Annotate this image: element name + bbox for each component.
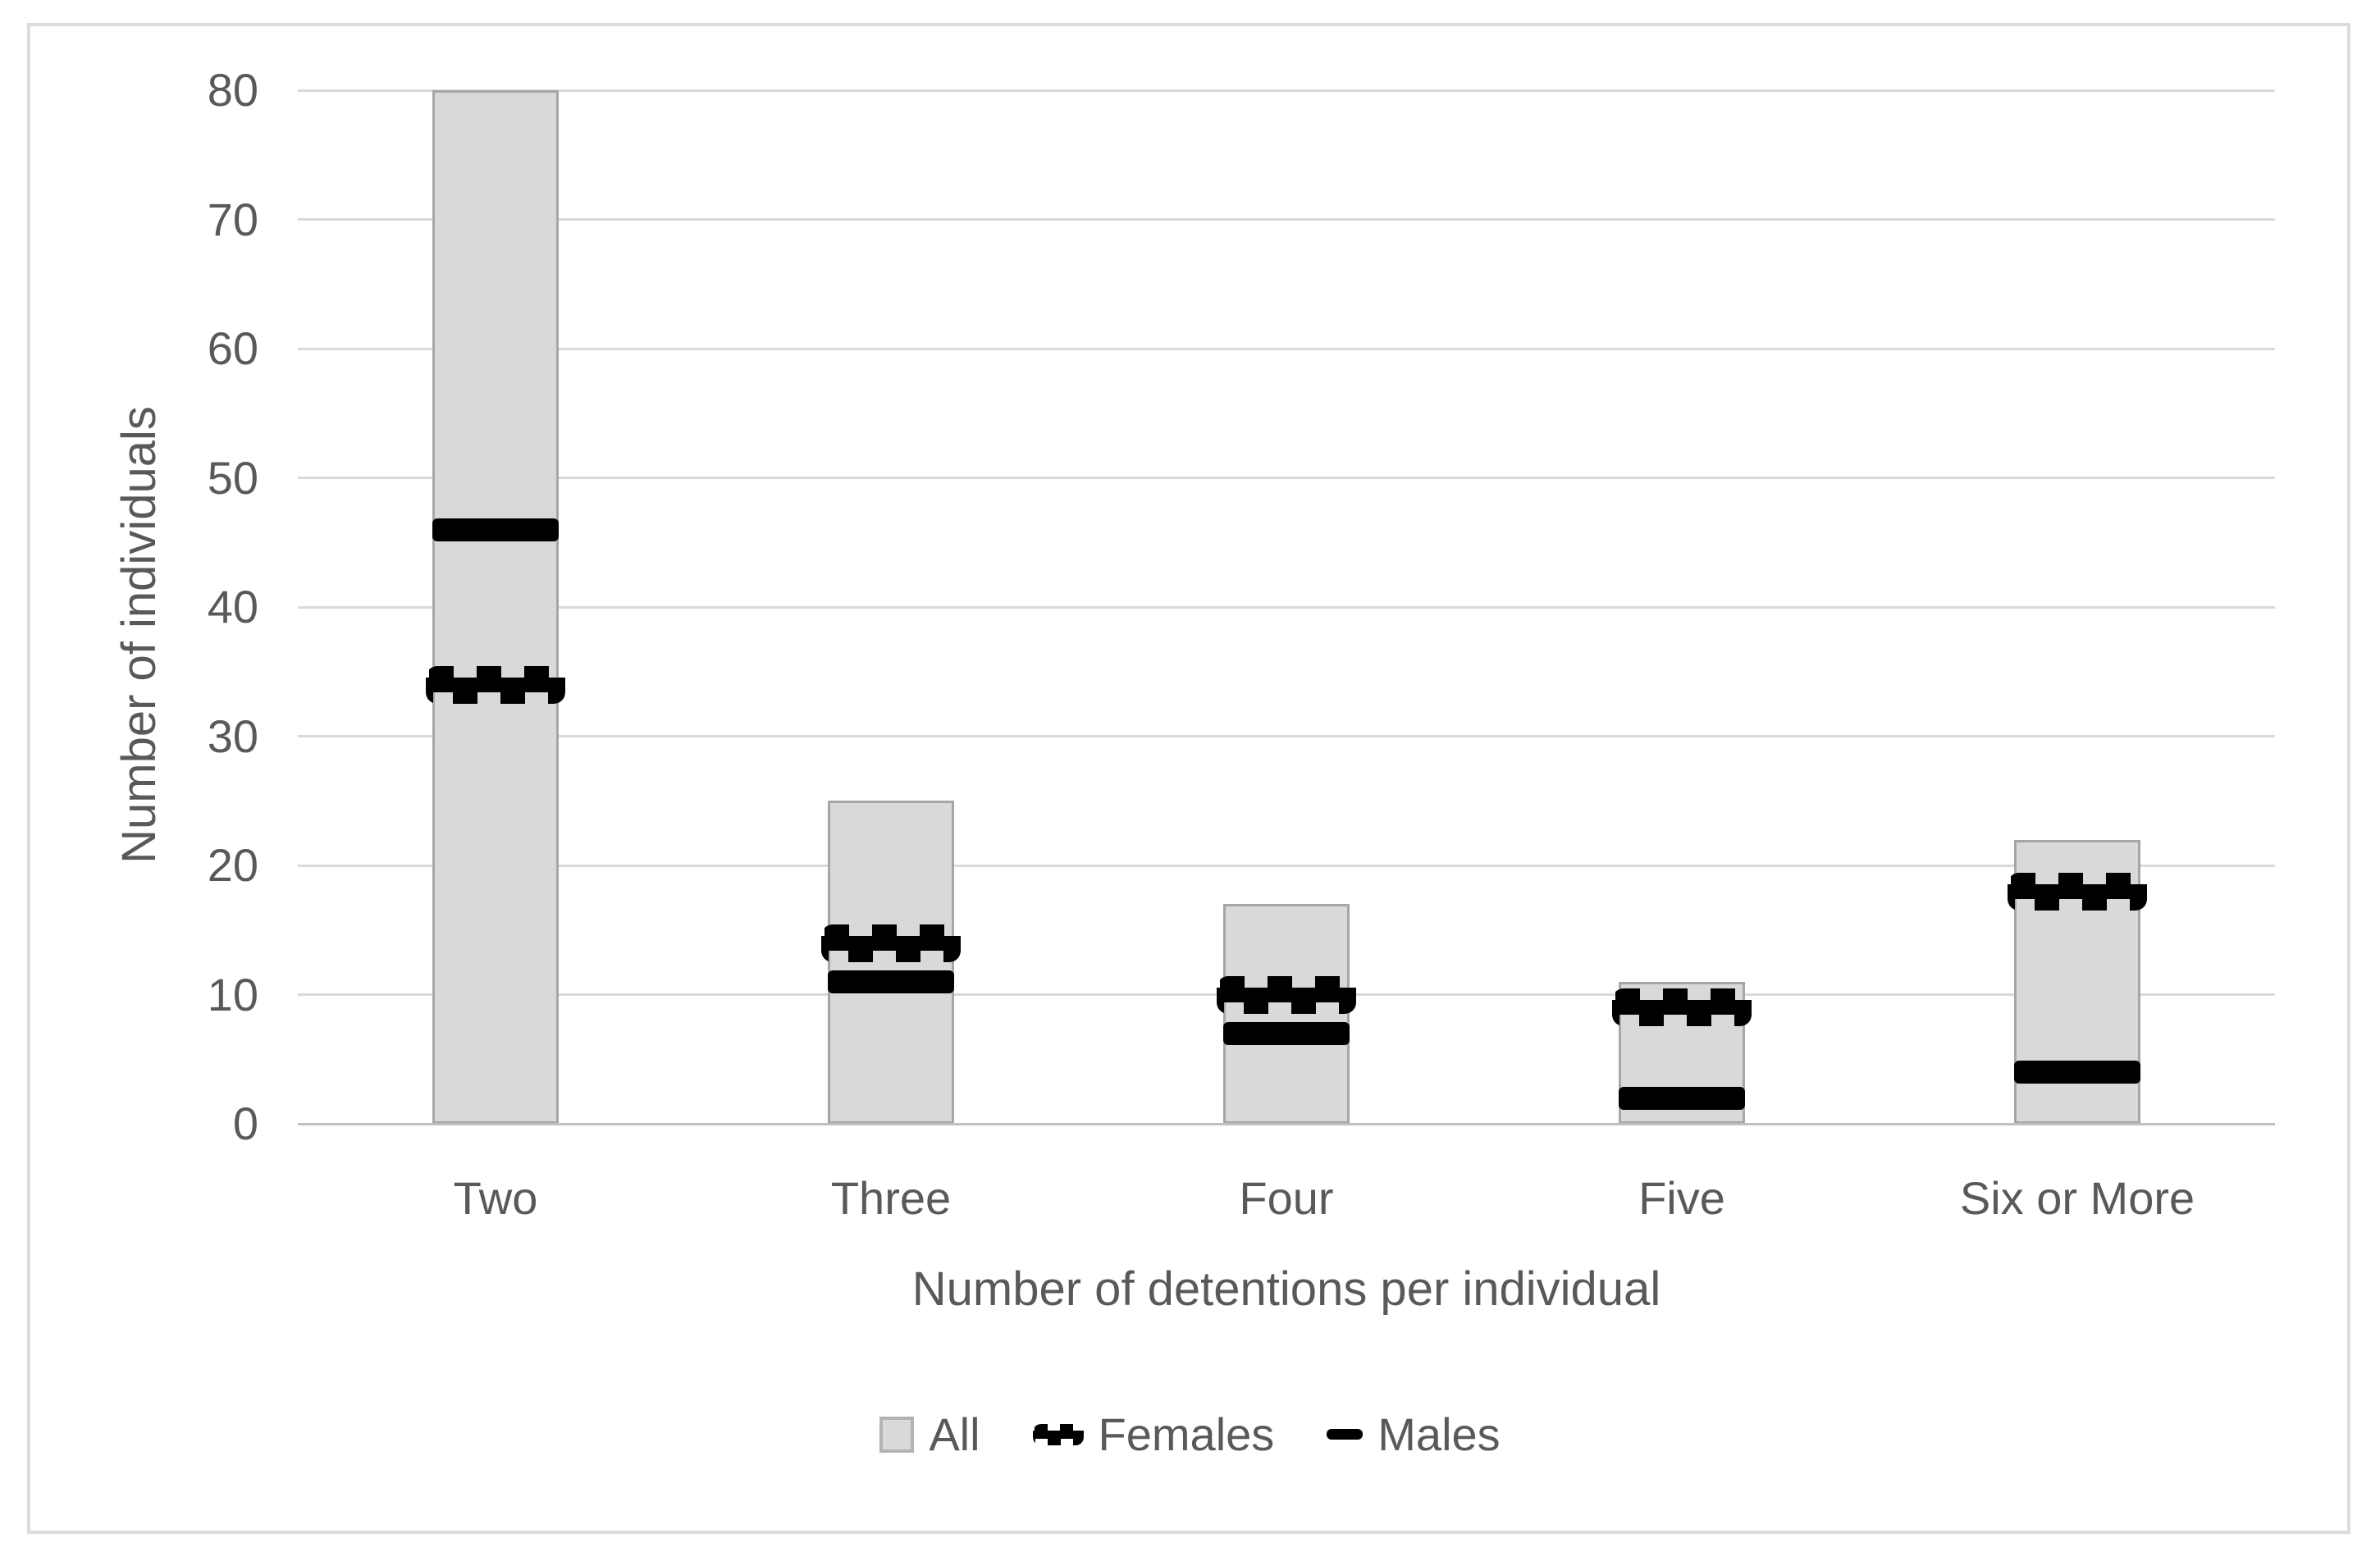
- x-category-label-five: Five: [1638, 1172, 1725, 1224]
- females-marker-dashes-bottom: [821, 950, 961, 962]
- gridline-y-20: [298, 864, 2275, 867]
- y-tick-label-80: 80: [207, 64, 258, 116]
- bar-four: [1223, 904, 1350, 1124]
- x-axis-line: [298, 1122, 2275, 1125]
- legend-swatch-dashes-bottom: [1032, 1438, 1084, 1445]
- y-tick-label-70: 70: [207, 193, 258, 245]
- females-marker-six-or-more: [2008, 872, 2147, 911]
- females-marker-band: [2008, 883, 2147, 899]
- females-marker-dashes-top: [426, 665, 565, 678]
- females-marker-five: [1612, 988, 1752, 1027]
- legend: All Females Males: [0, 1408, 2380, 1461]
- bar-three: [828, 801, 954, 1124]
- y-tick-label-50: 50: [207, 451, 258, 504]
- y-axis-title: Number of individuals: [112, 406, 166, 864]
- y-tick-label-40: 40: [207, 581, 258, 632]
- gridline-y-40: [298, 605, 2275, 609]
- legend-item-females: Females: [1032, 1408, 1275, 1461]
- gridline-y-30: [298, 735, 2275, 737]
- x-category-label-four: Four: [1239, 1172, 1334, 1224]
- legend-swatch-band: [1032, 1430, 1084, 1439]
- females-marker-dashes-bottom: [1217, 1002, 1356, 1014]
- males-marker-six-or-more: [2014, 1061, 2140, 1084]
- females-marker-four: [1217, 975, 1356, 1014]
- males-marker-four: [1223, 1021, 1350, 1045]
- y-tick-label-20: 20: [207, 839, 258, 891]
- legend-label-all: All: [929, 1408, 980, 1460]
- females-marker-band: [1612, 1000, 1752, 1016]
- gridline-y-80: [298, 89, 2275, 92]
- females-marker-dashes-bottom: [426, 691, 565, 704]
- x-category-label-three: Three: [830, 1172, 952, 1224]
- legend-label-females: Females: [1098, 1408, 1275, 1460]
- gridline-y-50: [298, 477, 2275, 479]
- females-marker-dashes-top: [821, 924, 961, 936]
- gridline-y-70: [298, 218, 2275, 221]
- females-marker-band: [821, 935, 961, 951]
- bar-two: [432, 90, 559, 1124]
- females-marker-band: [426, 677, 565, 692]
- females-marker-dashes-bottom: [1612, 1015, 1752, 1027]
- gridline-y-60: [298, 347, 2275, 350]
- females-marker-dashes-top: [1612, 988, 1752, 1001]
- males-marker-five: [1619, 1086, 1745, 1110]
- males-marker-three: [828, 970, 954, 993]
- legend-item-all: All: [879, 1408, 980, 1461]
- females-marker-dashes-bottom: [2008, 898, 2147, 911]
- legend-swatch-males: [1327, 1429, 1364, 1440]
- females-marker-two: [426, 665, 565, 704]
- females-marker-dashes-top: [1217, 975, 1356, 988]
- x-axis-title: Number of detentions per individual: [911, 1262, 1661, 1316]
- legend-swatch-all: [879, 1416, 915, 1453]
- y-tick-label-10: 10: [207, 968, 258, 1020]
- y-tick-label-30: 30: [207, 710, 258, 762]
- y-tick-label-60: 60: [207, 322, 258, 374]
- legend-label-males: Males: [1377, 1408, 1501, 1460]
- legend-swatch-dashes-top: [1032, 1423, 1084, 1431]
- females-marker-dashes-top: [2008, 872, 2147, 884]
- x-category-label-six-or-more: Six or More: [1959, 1172, 2195, 1224]
- males-marker-two: [432, 518, 559, 541]
- x-category-label-two: Two: [453, 1172, 538, 1224]
- females-marker-band: [1217, 987, 1356, 1002]
- legend-item-males: Males: [1327, 1408, 1501, 1461]
- y-tick-label-0: 0: [232, 1098, 258, 1149]
- females-marker-three: [821, 924, 961, 962]
- chart-frame: [27, 23, 2350, 1534]
- legend-swatch-females: [1032, 1423, 1084, 1445]
